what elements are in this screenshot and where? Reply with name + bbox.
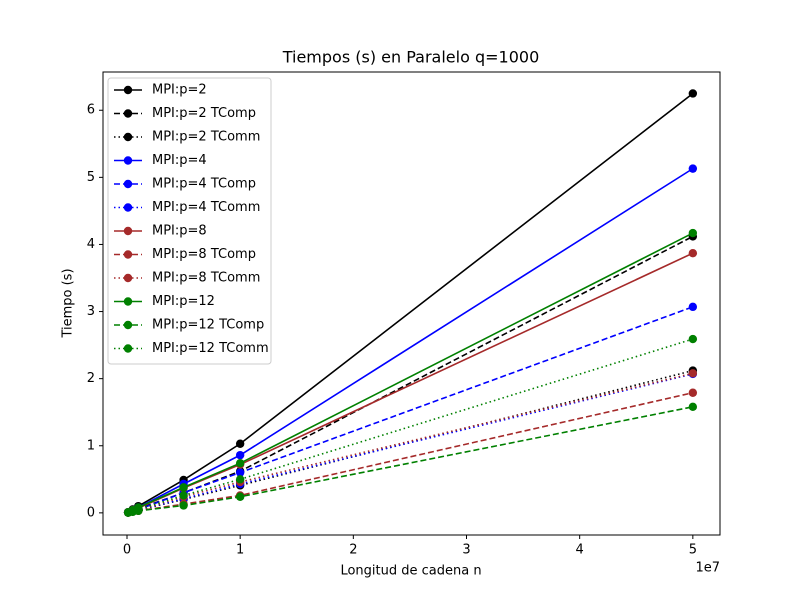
legend-label: MPI:p=4 TComp xyxy=(152,177,256,192)
legend-marker xyxy=(123,344,133,353)
data-point xyxy=(688,89,698,98)
data-point xyxy=(134,505,143,514)
x-tick-label: 2 xyxy=(349,543,357,558)
y-axis-label: Tiempo (s) xyxy=(61,268,76,338)
y-tick-label: 3 xyxy=(87,304,95,319)
legend-marker xyxy=(123,320,133,330)
legend-label: MPI:p=2 TComm xyxy=(152,130,260,145)
legend-marker xyxy=(123,85,133,95)
data-point xyxy=(235,468,245,477)
legend-box xyxy=(107,77,272,365)
data-point xyxy=(179,491,188,500)
legend-marker xyxy=(123,250,133,259)
legend-marker xyxy=(123,226,133,236)
series-line xyxy=(127,338,694,514)
series-line xyxy=(127,406,693,514)
data-point xyxy=(235,459,245,468)
y-tick-label: 0 xyxy=(87,505,95,520)
data-point xyxy=(688,228,698,238)
legend-marker xyxy=(123,273,133,283)
x-axis-label: Longitud de cadena n xyxy=(340,564,481,579)
data-point xyxy=(179,501,188,510)
plot-frame xyxy=(102,71,721,536)
data-point xyxy=(688,248,698,258)
legend-label: MPI:p=8 xyxy=(152,224,207,239)
legend-marker xyxy=(123,132,133,142)
legend-label: MPI:p=2 TComp xyxy=(152,106,256,121)
legend-marker xyxy=(123,203,133,212)
y-tick-label: 5 xyxy=(87,170,95,185)
y-tick-label: 1 xyxy=(87,438,95,453)
data-point xyxy=(688,164,698,173)
legend-marker xyxy=(123,109,133,118)
legend-label: MPI:p=8 TComp xyxy=(152,247,256,262)
data-point xyxy=(688,388,698,397)
y-tick-label: 4 xyxy=(87,237,95,252)
data-point xyxy=(688,302,698,312)
legend-label: MPI:p=8 TComm xyxy=(152,271,260,286)
x-tick-label: 1 xyxy=(236,543,244,558)
legend-label: MPI:p=2 xyxy=(152,83,207,98)
legend-label: MPI:p=4 TComm xyxy=(152,200,260,215)
series-line xyxy=(127,372,694,514)
data-point xyxy=(235,450,245,460)
data-point xyxy=(235,492,245,501)
legend-marker xyxy=(123,179,133,189)
legend-marker xyxy=(123,156,133,165)
legend-label: MPI:p=12 TComm xyxy=(152,341,269,356)
y-tick-label: 6 xyxy=(87,103,95,118)
chart-title: Tiempos (s) en Paralelo q=1000 xyxy=(282,48,540,67)
data-point xyxy=(688,369,698,378)
x-tick-label: 4 xyxy=(576,543,584,558)
legend-label: MPI:p=4 xyxy=(152,153,207,168)
x-tick-label: 3 xyxy=(462,543,470,558)
legend-label: MPI:p=12 xyxy=(152,294,215,309)
legend-label: MPI:p=12 TComp xyxy=(152,318,264,333)
x-tick-label: 0 xyxy=(123,543,131,558)
x-offset-label: 1e7 xyxy=(695,561,720,576)
data-point xyxy=(688,402,698,412)
series-line xyxy=(127,373,694,514)
data-point xyxy=(235,475,245,484)
legend-marker xyxy=(123,297,133,306)
data-point xyxy=(235,439,245,448)
series-line xyxy=(127,369,694,514)
data-point xyxy=(688,334,698,344)
data-point xyxy=(179,483,188,492)
x-tick-label: 5 xyxy=(689,543,697,558)
y-tick-label: 2 xyxy=(87,371,95,386)
